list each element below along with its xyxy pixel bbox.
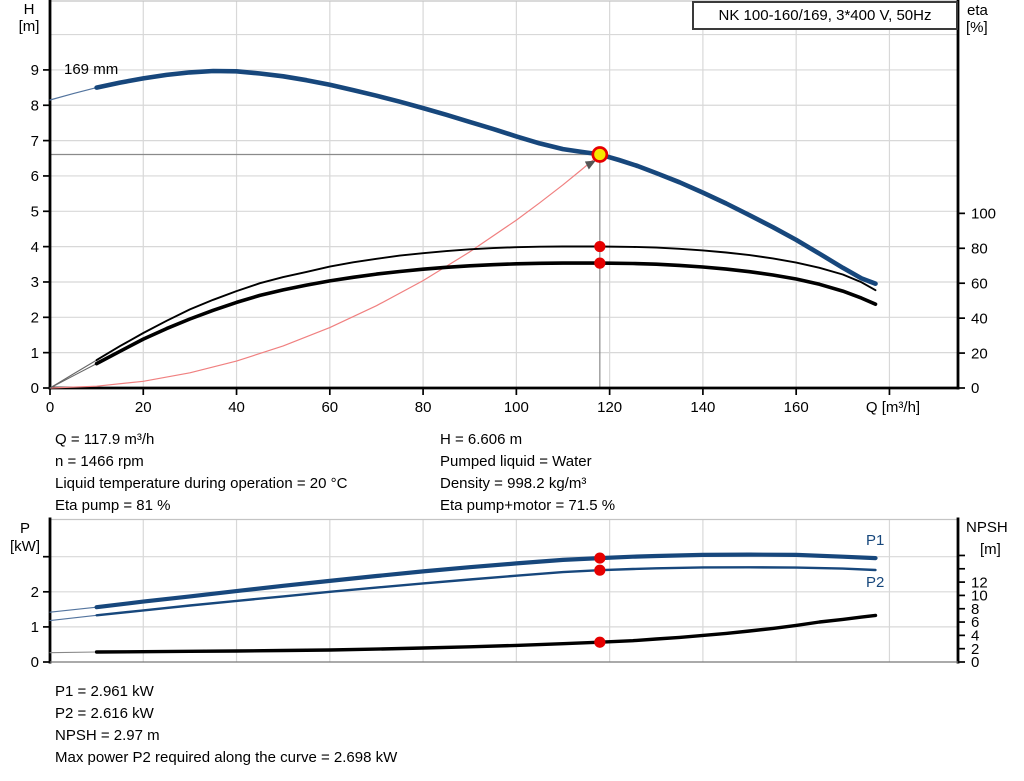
right-tick-label: 12 <box>971 574 988 591</box>
h-axis-unit: [m] <box>18 18 40 35</box>
right-tick-label: 20 <box>971 345 988 362</box>
pump-title-box: NK 100-160/169, 3*400 V, 50Hz <box>692 1 958 30</box>
right-tick-label: 0 <box>971 380 979 397</box>
right-tick-label: 40 <box>971 310 988 327</box>
operating-point-dot-npsh <box>594 636 606 648</box>
x-tick-label: 80 <box>415 399 432 416</box>
left-tick-label: 0 <box>31 654 39 671</box>
p-axis-name: P <box>19 520 30 537</box>
right-tick-label: 2 <box>971 641 979 658</box>
series-thin-head-169-mm <box>49 70 877 285</box>
left-tick-label: 7 <box>31 133 39 150</box>
eta-axis-name: eta <box>967 2 988 19</box>
npsh-axis-name: NPSH <box>966 519 1008 536</box>
left-tick-label: 6 <box>31 168 39 185</box>
duty-info-right: H = 6.606 m Pumped liquid = Water Densit… <box>440 429 615 517</box>
p1-curve-label: P1 <box>866 532 885 549</box>
info-line: Density = 998.2 kg/m³ <box>440 475 587 492</box>
operating-point-dot-p2 <box>594 564 606 576</box>
duty-point-marker[interactable] <box>591 146 609 163</box>
duty-info-left: Q = 117.9 m³/h n = 1466 rpm Liquid tempe… <box>55 429 347 517</box>
series-head-169-mm <box>94 68 878 287</box>
info-line: n = 1466 rpm <box>55 453 144 470</box>
right-tick-label: 100 <box>971 206 996 223</box>
info-line: Eta pump+motor = 71.5 % <box>440 497 616 514</box>
power-info: P1 = 2.961 kW P2 = 2.616 kW NPSH = 2.97 … <box>55 681 397 769</box>
left-tick-label: 2 <box>31 584 39 601</box>
series-system-curve <box>49 153 601 389</box>
operating-point-dot-p1 <box>594 552 606 564</box>
info-line: Pumped liquid = Water <box>440 453 592 470</box>
series-p2 <box>95 566 877 617</box>
right-tick-label: 4 <box>971 628 979 645</box>
eta-axis-unit: [%] <box>966 19 988 36</box>
left-tick-label: 2 <box>31 310 39 327</box>
p-axis-unit: [kW] <box>10 538 40 555</box>
right-tick-label: 80 <box>971 240 988 257</box>
series-thin-p1 <box>49 554 877 613</box>
left-tick-label: 3 <box>31 274 39 291</box>
x-tick-label: 100 <box>504 399 529 416</box>
impeller-diameter-label: 169 mm <box>64 61 119 78</box>
operating-point-dot-eta-pump <box>594 240 606 253</box>
x-tick-label: 20 <box>135 399 152 416</box>
series-eta-pump-motor <box>94 261 878 366</box>
info-line: H = 6.606 m <box>440 431 523 448</box>
series-npsh <box>94 613 878 654</box>
info-line: NPSH = 2.97 m <box>55 727 160 744</box>
series-p1 <box>94 552 878 610</box>
x-tick-label: 120 <box>597 399 622 416</box>
left-tick-label: 1 <box>31 345 39 362</box>
left-tick-label: 1 <box>31 619 39 636</box>
left-tick-label: 4 <box>31 239 39 256</box>
duty-pointer-arrow <box>584 160 596 170</box>
info-line: Q = 117.9 m³/h <box>55 431 155 448</box>
right-tick-label: 10 <box>971 588 988 605</box>
x-tick-label: 40 <box>228 399 245 416</box>
left-tick-label: 5 <box>31 203 39 220</box>
info-line: P2 = 2.616 kW <box>55 705 154 722</box>
right-tick-label: 8 <box>971 601 979 618</box>
hq-eta-chart: 0 1 2 3 4 5 6 7 8 9 0 20 40 60 80 100 0 20 40 60 80 100 120 140… <box>31 0 996 416</box>
h-axis-name: H <box>23 1 35 18</box>
left-tick-label: 0 <box>31 380 39 397</box>
series-thin-p2 <box>49 566 877 622</box>
p2-curve-label: P2 <box>866 574 885 591</box>
x-tick-label: 160 <box>784 399 809 416</box>
info-line: Eta pump = 81 % <box>55 497 171 514</box>
info-line: Liquid temperature during operation = 20… <box>55 475 348 492</box>
x-tick-label: 140 <box>690 399 715 416</box>
right-tick-label: 0 <box>971 654 979 671</box>
x-axis-unit-label: Q [m³/h] <box>866 399 920 416</box>
info-line: P1 = 2.961 kW <box>55 683 154 700</box>
right-tick-label: 60 <box>971 275 988 292</box>
x-tick-label: 60 <box>321 399 338 416</box>
npsh-axis-unit: [m] <box>980 541 1001 558</box>
left-tick-label: 8 <box>31 97 39 114</box>
x-tick-label: 0 <box>46 399 54 416</box>
series-eta-pump <box>95 245 877 362</box>
right-tick-label: 6 <box>971 614 979 631</box>
left-tick-label: 9 <box>31 62 39 79</box>
info-line: Max power P2 required along the curve = … <box>55 749 398 766</box>
operating-point-dot-eta-pump-motor <box>594 257 606 269</box>
